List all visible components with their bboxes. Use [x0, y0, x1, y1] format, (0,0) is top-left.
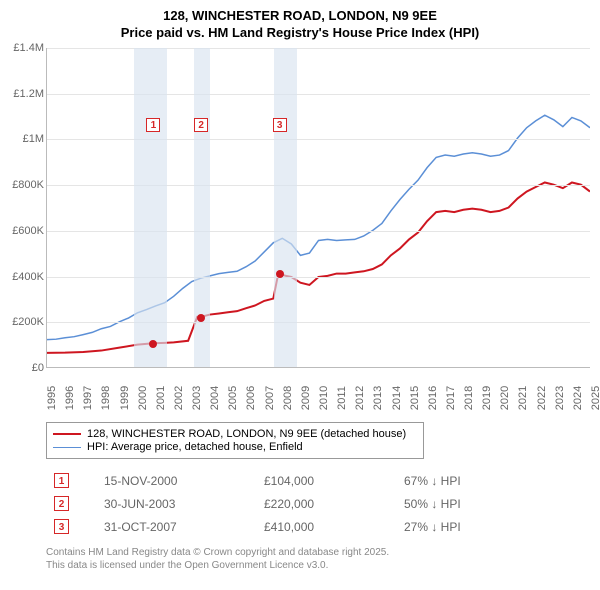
x-tick-label: 1998 — [100, 386, 112, 410]
x-tick-label: 2024 — [572, 386, 584, 410]
x-tick-label: 2019 — [481, 386, 493, 410]
sale-dot — [197, 314, 205, 322]
y-tick-label: £1M — [23, 133, 44, 145]
legend: 128, WINCHESTER ROAD, LONDON, N9 9EE (de… — [46, 422, 424, 459]
chart-area: £0£200K£400K£600K£800K£1M£1.2M£1.4M 123 … — [6, 48, 594, 418]
legend-label-price-paid: 128, WINCHESTER ROAD, LONDON, N9 9EE (de… — [87, 428, 406, 440]
event-marker-2: 2 — [54, 496, 69, 511]
x-tick-label: 2005 — [227, 386, 239, 410]
x-tick-label: 2015 — [409, 386, 421, 410]
events-table: 1 15-NOV-2000£104,00067% ↓ HPI 2 30-JUN-200… — [46, 469, 594, 538]
event-date: 15-NOV-2000 — [96, 469, 256, 492]
x-tick-label: 2014 — [391, 386, 403, 410]
x-tick-label: 1997 — [82, 386, 94, 410]
x-tick-label: 2002 — [173, 386, 185, 410]
x-tick-label: 2018 — [463, 386, 475, 410]
x-tick-label: 2020 — [499, 386, 511, 410]
plot-area: 1 2 3 — [46, 48, 590, 368]
event-delta: 50% ↓ HPI — [396, 492, 469, 515]
line-svg — [47, 48, 590, 367]
x-tick-label: 1996 — [64, 386, 76, 410]
x-tick-label: 1999 — [119, 386, 131, 410]
shaded-band — [274, 48, 298, 367]
legend-row-price-paid: 128, WINCHESTER ROAD, LONDON, N9 9EE (de… — [53, 428, 417, 440]
event-marker-3: 3 — [54, 519, 69, 534]
footer-line1: Contains HM Land Registry data © Crown c… — [46, 546, 594, 559]
y-tick-label: £800K — [12, 179, 44, 191]
series-hpi — [47, 115, 590, 339]
event-price: £410,000 — [256, 515, 396, 538]
chart-marker-2: 2 — [194, 118, 208, 132]
x-tick-label: 2022 — [536, 386, 548, 410]
x-tick-label: 2003 — [191, 386, 203, 410]
x-tick-label: 2001 — [155, 386, 167, 410]
chart-marker-3: 3 — [273, 118, 287, 132]
x-tick-label: 2012 — [354, 386, 366, 410]
x-tick-label: 2013 — [372, 386, 384, 410]
y-axis-labels: £0£200K£400K£600K£800K£1M£1.2M£1.4M — [6, 48, 46, 368]
event-price: £104,000 — [256, 469, 396, 492]
x-tick-label: 2016 — [427, 386, 439, 410]
event-date: 31-OCT-2007 — [96, 515, 256, 538]
event-marker-1: 1 — [54, 473, 69, 488]
y-tick-label: £400K — [12, 271, 44, 283]
event-price: £220,000 — [256, 492, 396, 515]
chart-container: 128, WINCHESTER ROAD, LONDON, N9 9EE Pri… — [0, 0, 600, 580]
legend-swatch-price-paid — [53, 433, 81, 435]
event-row: 2 30-JUN-2003£220,00050% ↓ HPI — [46, 492, 469, 515]
chart-marker-1: 1 — [146, 118, 160, 132]
y-tick-label: £0 — [32, 362, 44, 374]
chart-subtitle: Price paid vs. HM Land Registry's House … — [6, 25, 594, 40]
x-axis-labels: 1995 1996 1997 1998 1999 2000 2001 2002 2003 2004… — [46, 370, 590, 418]
event-delta: 27% ↓ HPI — [396, 515, 469, 538]
footer-line2: This data is licensed under the Open Gov… — [46, 559, 594, 572]
x-tick-label: 2008 — [282, 386, 294, 410]
x-tick-label: 2017 — [445, 386, 457, 410]
y-tick-label: £200K — [12, 316, 44, 328]
sale-dot — [276, 270, 284, 278]
x-tick-label: 2007 — [264, 386, 276, 410]
legend-swatch-hpi — [53, 447, 81, 448]
y-tick-label: £1.2M — [13, 88, 44, 100]
series-price_paid — [47, 182, 590, 352]
x-tick-label: 1995 — [46, 386, 58, 410]
event-delta: 67% ↓ HPI — [396, 469, 469, 492]
x-tick-label: 2011 — [336, 386, 348, 410]
y-tick-label: £1.4M — [13, 42, 44, 54]
x-tick-label: 2009 — [300, 386, 312, 410]
event-row: 1 15-NOV-2000£104,00067% ↓ HPI — [46, 469, 469, 492]
x-tick-label: 2010 — [318, 386, 330, 410]
footer: Contains HM Land Registry data © Crown c… — [46, 546, 594, 572]
legend-row-hpi: HPI: Average price, detached house, Enfi… — [53, 441, 417, 453]
event-row: 3 31-OCT-2007£410,00027% ↓ HPI — [46, 515, 469, 538]
shaded-band — [134, 48, 167, 367]
chart-title: 128, WINCHESTER ROAD, LONDON, N9 9EE — [6, 8, 594, 23]
x-tick-label: 2000 — [137, 386, 149, 410]
x-tick-label: 2004 — [209, 386, 221, 410]
legend-label-hpi: HPI: Average price, detached house, Enfi… — [87, 441, 303, 453]
event-date: 30-JUN-2003 — [96, 492, 256, 515]
sale-dot — [149, 340, 157, 348]
x-tick-label: 2025 — [590, 386, 600, 410]
x-tick-label: 2021 — [517, 386, 529, 410]
x-tick-label: 2023 — [554, 386, 566, 410]
y-tick-label: £600K — [12, 225, 44, 237]
x-tick-label: 2006 — [245, 386, 257, 410]
